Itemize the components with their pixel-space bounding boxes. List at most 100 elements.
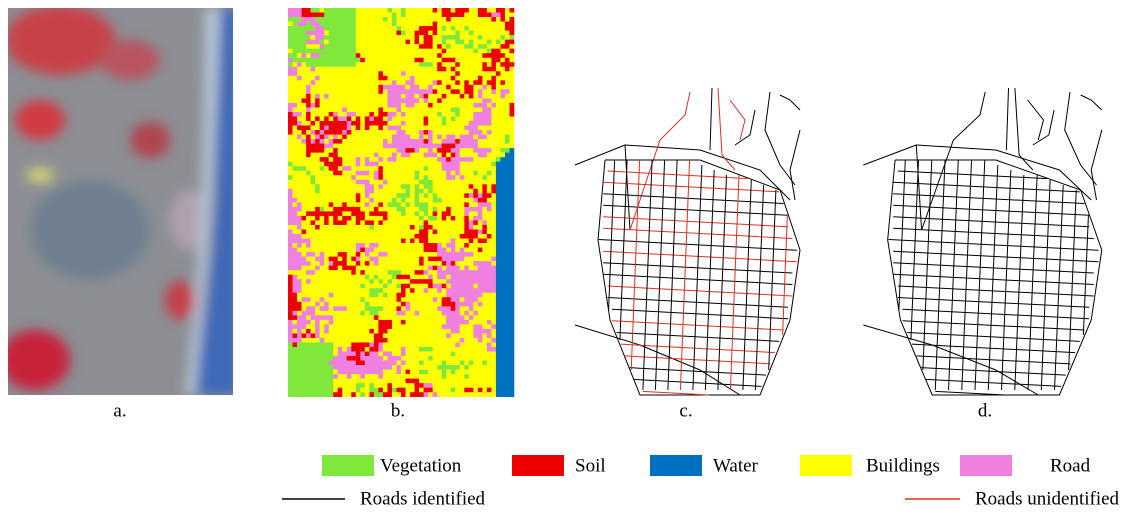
class-cell xyxy=(469,184,474,189)
class-cell xyxy=(491,324,496,329)
class-cell xyxy=(464,306,469,311)
class-cell xyxy=(451,347,456,352)
class-cell xyxy=(338,135,343,140)
class-cell xyxy=(428,306,433,311)
class-cell xyxy=(320,166,325,171)
class-cell xyxy=(356,347,361,352)
class-cell xyxy=(442,171,447,176)
class-cell xyxy=(460,379,465,384)
class-cell xyxy=(392,229,397,234)
class-cell xyxy=(365,365,370,370)
class-cell xyxy=(419,379,424,384)
class-cell xyxy=(302,266,307,271)
class-cell xyxy=(442,352,447,357)
class-cell xyxy=(293,370,298,375)
class-cell xyxy=(446,374,451,379)
class-cell xyxy=(320,175,325,180)
class-cell xyxy=(356,279,361,284)
class-cell xyxy=(505,116,510,121)
class-cell xyxy=(424,153,429,158)
class-cell xyxy=(410,44,415,49)
class-cell xyxy=(451,175,456,180)
class-cell xyxy=(442,243,447,248)
class-cell xyxy=(369,58,374,63)
class-cell xyxy=(419,13,424,18)
class-cell xyxy=(437,239,442,244)
class-cell xyxy=(451,234,456,239)
class-cell xyxy=(297,293,302,298)
class-cell xyxy=(383,275,388,280)
class-cell xyxy=(500,275,505,280)
class-cell xyxy=(482,189,487,194)
class-cell xyxy=(491,288,496,293)
class-cell xyxy=(396,333,401,338)
class-cell xyxy=(302,306,307,311)
class-cell xyxy=(406,17,411,22)
class-cell xyxy=(333,198,338,203)
class-cell xyxy=(387,311,392,316)
class-cell xyxy=(374,225,379,230)
class-cell xyxy=(347,311,352,316)
class-cell xyxy=(342,279,347,284)
class-cell xyxy=(347,370,352,375)
class-cell xyxy=(365,379,370,384)
class-cell xyxy=(505,121,510,126)
class-cell xyxy=(306,239,311,244)
class-cell xyxy=(369,202,374,207)
class-cell xyxy=(320,184,325,189)
class-cell xyxy=(455,239,460,244)
class-cell xyxy=(311,329,316,334)
class-cell xyxy=(424,98,429,103)
class-cell xyxy=(406,333,411,338)
class-cell xyxy=(392,211,397,216)
class-cell xyxy=(419,107,424,112)
class-cell xyxy=(315,220,320,225)
class-cell xyxy=(469,31,474,36)
class-cell xyxy=(406,234,411,239)
class-cell xyxy=(320,342,325,347)
class-cell xyxy=(302,220,307,225)
class-cell xyxy=(302,166,307,171)
class-cell xyxy=(424,198,429,203)
class-cell xyxy=(424,347,429,352)
class-cell xyxy=(387,13,392,18)
class-cell xyxy=(338,342,343,347)
class-cell xyxy=(356,76,361,81)
class-cell xyxy=(374,293,379,298)
class-cell xyxy=(333,40,338,45)
class-cell xyxy=(478,35,483,40)
class-cell xyxy=(505,107,510,112)
class-cell xyxy=(374,26,379,31)
class-cell xyxy=(496,248,501,253)
class-cell xyxy=(383,356,388,361)
class-cell xyxy=(378,94,383,99)
class-cell xyxy=(455,40,460,45)
class-cell xyxy=(378,216,383,221)
class-cell xyxy=(338,383,343,388)
class-cell xyxy=(369,311,374,316)
class-cell xyxy=(469,8,474,13)
class-cell xyxy=(500,94,505,99)
class-cell xyxy=(478,13,483,18)
class-cell xyxy=(437,333,442,338)
class-cell xyxy=(491,85,496,90)
class-cell xyxy=(311,44,316,49)
class-cell xyxy=(491,388,496,393)
class-cell xyxy=(387,126,392,131)
class-cell xyxy=(491,248,496,253)
class-cell xyxy=(406,8,411,13)
class-cell xyxy=(442,347,447,352)
class-cell xyxy=(415,365,420,370)
class-cell xyxy=(374,275,379,280)
class-cell xyxy=(469,49,474,54)
class-cell xyxy=(387,252,392,257)
class-cell xyxy=(342,311,347,316)
class-cell xyxy=(446,107,451,112)
class-cell xyxy=(356,58,361,63)
class-cell xyxy=(342,89,347,94)
class-cell xyxy=(293,112,298,117)
class-cell xyxy=(505,220,510,225)
class-cell xyxy=(451,8,456,13)
class-cell xyxy=(320,388,325,393)
class-cell xyxy=(487,166,492,171)
